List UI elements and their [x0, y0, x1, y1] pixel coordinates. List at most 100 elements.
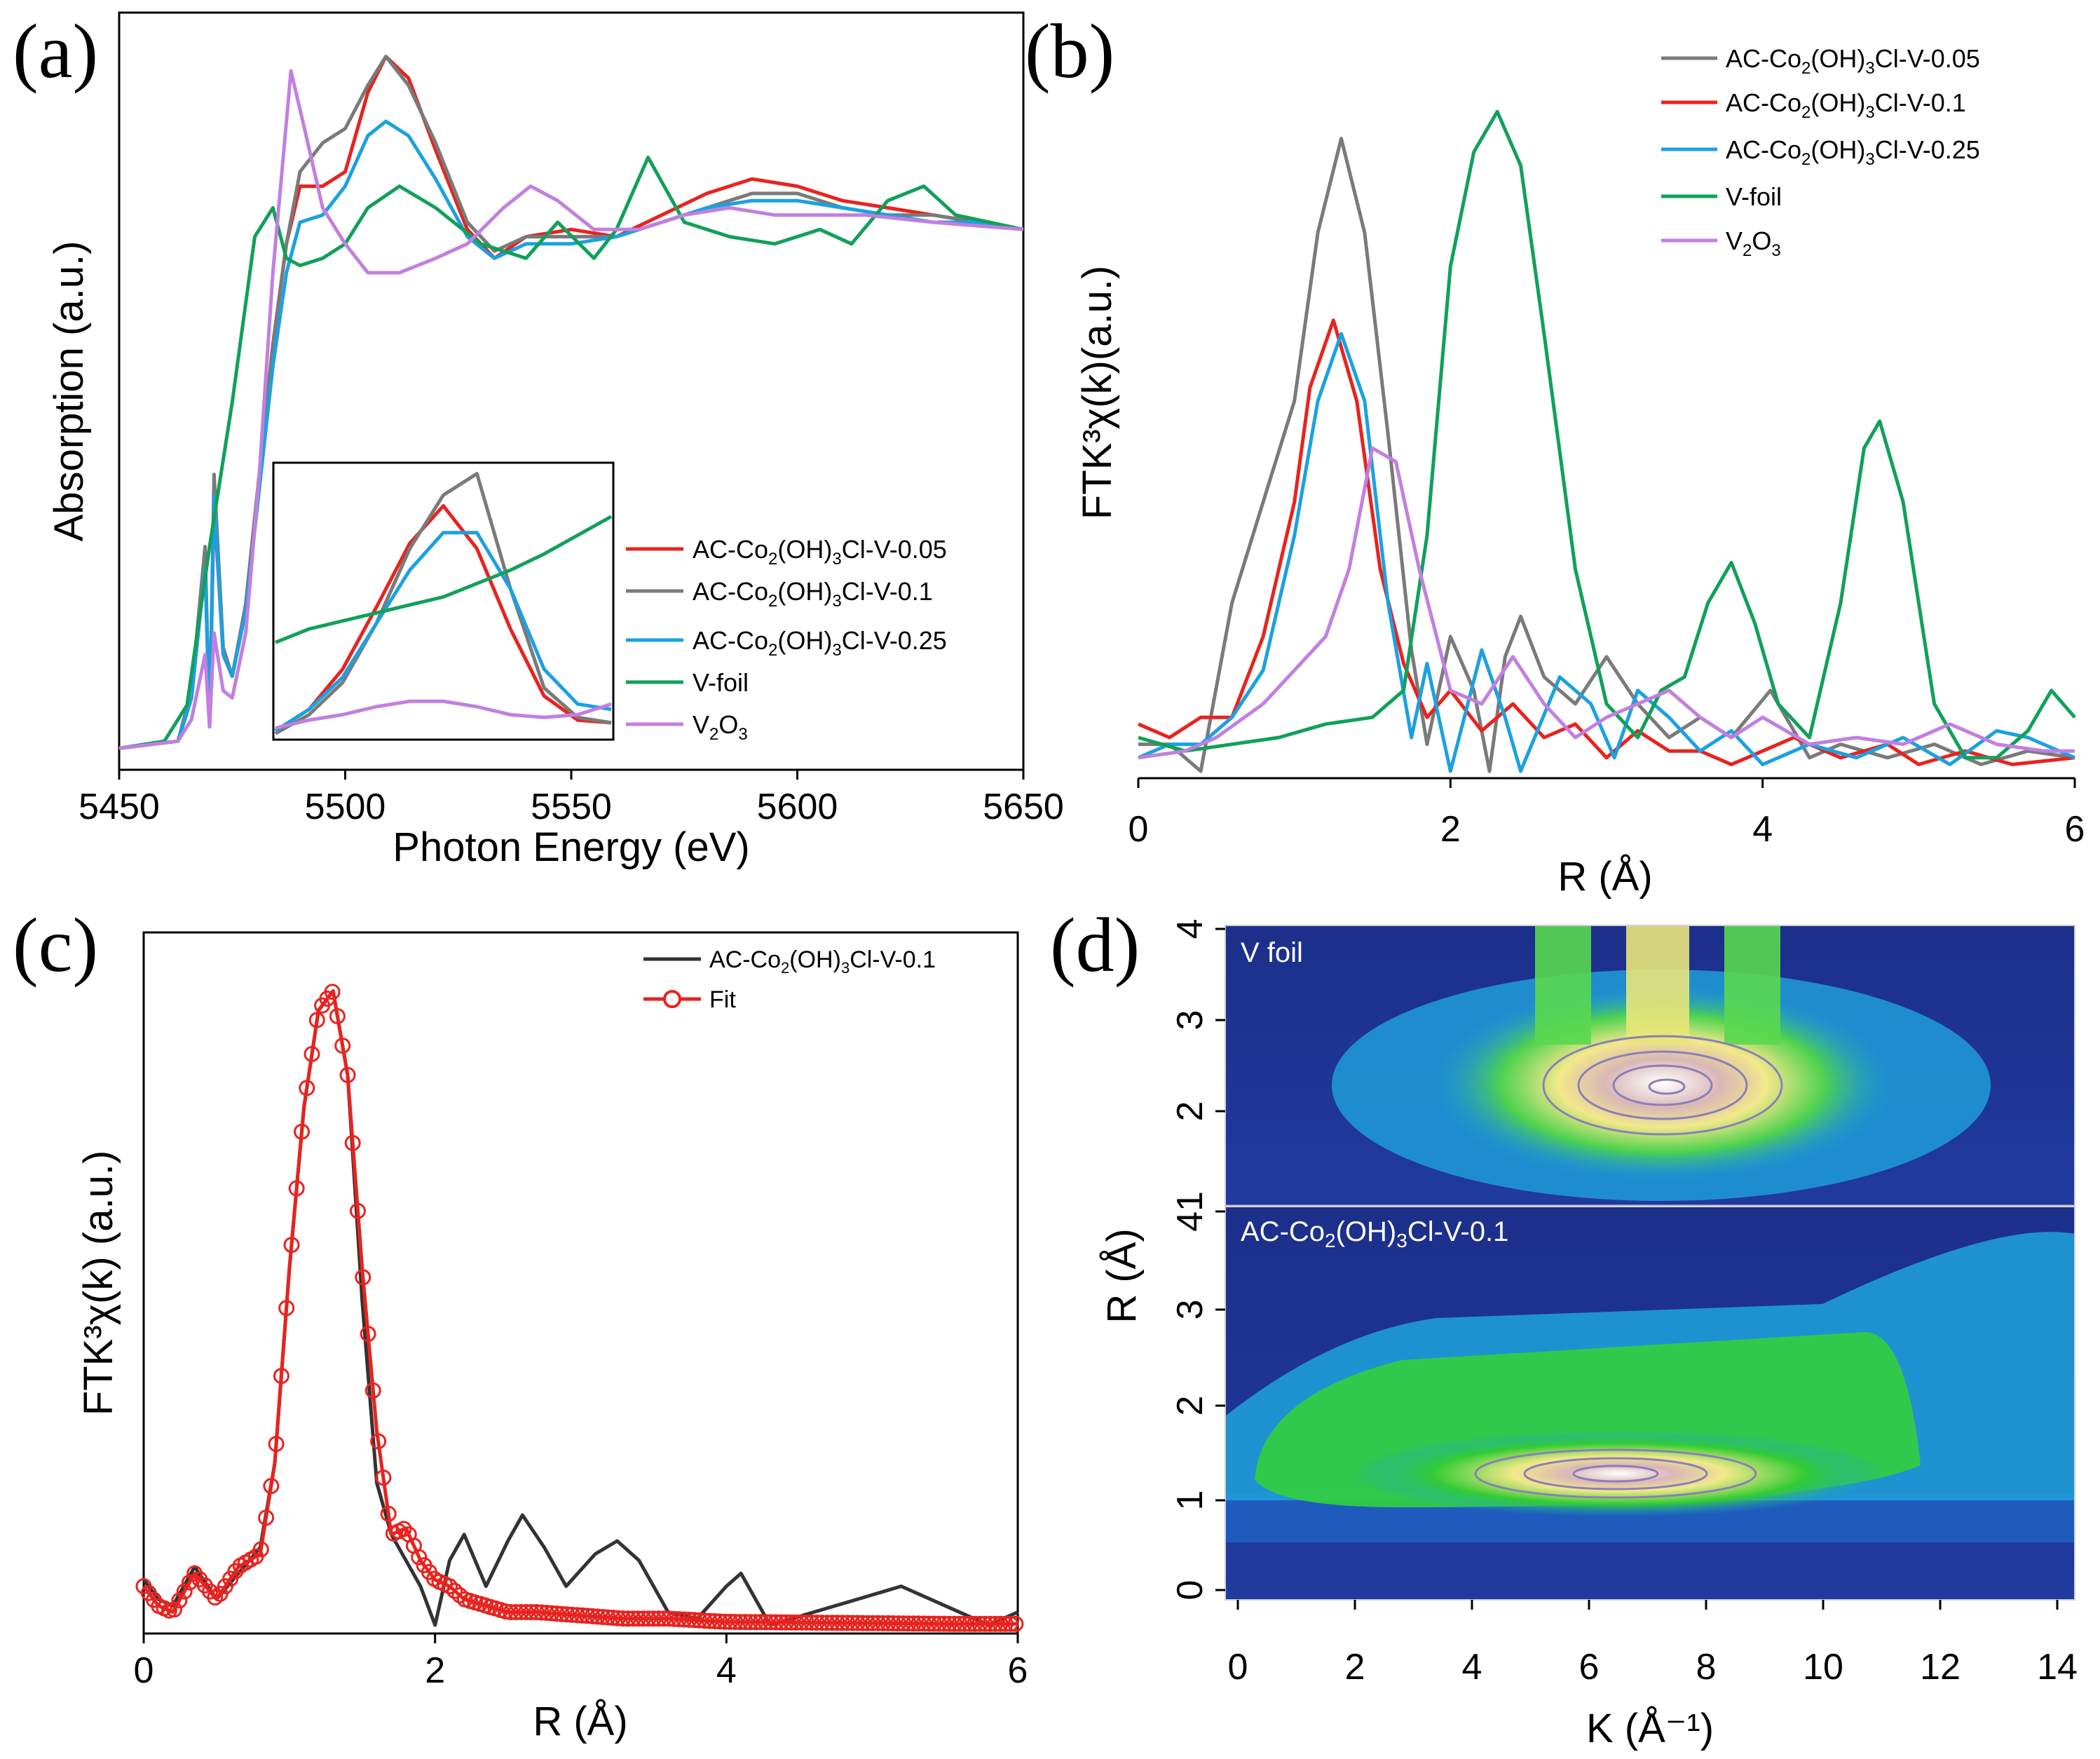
chart-c-legend: AC-Co2(OH)3Cl-V-0.1 Fit — [643, 946, 936, 1013]
wavelet-vfoil-branch-3 — [1724, 925, 1780, 1045]
chart-c-fit-marker — [252, 1541, 269, 1558]
wavelet-vfoil: V foil — [1225, 925, 2075, 1206]
chart-c-series-2 — [142, 989, 1018, 1626]
chart-b-ticks: 0 2 4 6 — [1129, 778, 2085, 850]
chart-c-fit-marker — [395, 1521, 412, 1537]
chart-c-fit-marker — [956, 1615, 973, 1632]
chart-c-fit-marker — [808, 1615, 825, 1631]
chart-c-fit-marker — [854, 1615, 871, 1631]
chart-d-xtick-label: 4 — [1462, 1647, 1482, 1687]
chart-c-xtick-label: 0 — [134, 1650, 154, 1691]
chart-c-fit-marker — [360, 1326, 376, 1343]
chart-c-fit-marker — [747, 1614, 764, 1631]
wavelet-sample-label: AC-Co2(OH)3Cl-V-0.1 — [1241, 1216, 1508, 1251]
chart-c-fit-marker — [824, 1615, 840, 1631]
chart-d-top-ytick-label: 3 — [1170, 1010, 1211, 1031]
chart-c-fit-marker — [498, 1603, 514, 1620]
chart-a-ylabel: Absorption (a.u.) — [46, 241, 92, 542]
legend-a-item-4: V-foil — [693, 668, 749, 697]
chart-c-fit-marker — [757, 1614, 774, 1631]
chart-d-xtick-label: 10 — [1803, 1647, 1843, 1687]
chart-c-fit-marker — [263, 1478, 280, 1495]
chart-c-fit-marker — [355, 1269, 371, 1286]
chart-c-fit-marker — [803, 1615, 820, 1631]
chart-c-fit-marker — [716, 1613, 733, 1630]
chart-c-fit-marker — [737, 1614, 754, 1631]
chart-c-fit-marker — [350, 1202, 366, 1219]
chart-c-fit-marker — [441, 1578, 458, 1595]
chart-c-fit-marker — [971, 1615, 988, 1632]
chart-d-xtick-label: 14 — [2037, 1647, 2078, 1687]
chart-b-xtick-label: 4 — [1752, 809, 1773, 850]
chart-c-fit-marker — [344, 1134, 361, 1151]
chart-c-fit-marker — [268, 1436, 285, 1453]
chart-d-bottom-ytick-label: 3 — [1170, 1300, 1211, 1320]
chart-c-fit-marker — [666, 1610, 682, 1627]
chart-c-fit-marker — [610, 1610, 626, 1626]
chart-b-xtick-label: 0 — [1129, 809, 1149, 850]
chart-c-fit-marker — [523, 1604, 540, 1620]
chart-c-fit-marker — [324, 984, 341, 1000]
chart-c-fit-marker — [895, 1615, 912, 1632]
wavelet-vfoil-label: V foil — [1241, 937, 1303, 968]
chart-b-legend: AC-Co2(OH)3Cl-V-0.05 AC-Co2(OH)3Cl-V-0.1… — [1661, 44, 1980, 260]
chart-b-series-3 — [1138, 332, 2075, 773]
chart-d-frame — [1225, 925, 2075, 1601]
chart-c-fit-marker — [864, 1615, 881, 1631]
chart-c-ticks: 0 2 4 6 — [134, 1634, 1028, 1691]
chart-d-xtick-label: 8 — [1696, 1647, 1717, 1687]
chart-c-fit-marker — [900, 1615, 917, 1632]
chart-c-fit-marker — [880, 1615, 896, 1631]
chart-b-series — [1138, 109, 2076, 773]
chart-c-fit-marker — [814, 1615, 830, 1631]
chart-c-fit-marker — [834, 1615, 851, 1631]
wavelet-vfoil-contour-1 — [1542, 1035, 1783, 1136]
wavelet-sample-contour-3 — [1572, 1465, 1659, 1483]
chart-c-fit-marker — [364, 1382, 381, 1399]
chart-c-fit-marker — [686, 1612, 703, 1629]
chart-c-fit-marker — [370, 1433, 387, 1450]
chart-a-inset-series-4 — [275, 515, 613, 644]
chart-c-fit-marker — [772, 1614, 789, 1631]
chart-a-xlabel: Photon Energy (eV) — [393, 824, 749, 870]
wavelet-sample: AC-Co2(OH)3Cl-V-0.1 — [1225, 1207, 2075, 1600]
chart-c-series-1 — [142, 989, 1019, 1627]
chart-b-xtick-label: 2 — [1440, 809, 1461, 850]
chart-c-fit-marker — [655, 1610, 672, 1627]
legend-c-item-2: Fit — [709, 986, 736, 1013]
chart-d-bottom-ytick-label: 41 — [1170, 1191, 1211, 1232]
chart-c-fit-marker — [707, 1613, 723, 1629]
chart-c-fit-marker — [829, 1615, 845, 1631]
wavelet-sample-contour-1 — [1474, 1448, 1757, 1499]
chart-c-fit-marker — [768, 1614, 784, 1631]
chart-c-xtick-label: 4 — [716, 1650, 737, 1691]
chart-c-fit-marker — [798, 1614, 815, 1631]
chart-c-fit-marker — [778, 1614, 794, 1631]
chart-c-fit-marker — [946, 1615, 963, 1632]
wavelet-vfoil-contour-2 — [1577, 1050, 1748, 1120]
chart-a-xtick-label: 5450 — [79, 787, 160, 827]
chart-c-fit-marker — [329, 1008, 346, 1024]
chart-c-fit-marker — [732, 1614, 749, 1631]
chart-c-fit-marker — [936, 1615, 953, 1632]
chart-c-fit-marker — [987, 1615, 1004, 1632]
chart-d-xlabel: K (Å⁻¹) — [1586, 1706, 1714, 1751]
chart-b-xtick-label: 6 — [2065, 809, 2085, 850]
chart-a-inset-series-2 — [274, 472, 612, 735]
chart-c-fit-marker — [696, 1612, 713, 1629]
chart-c-fit-marker — [671, 1611, 688, 1628]
chart-c-fit-marker — [890, 1615, 907, 1632]
chart-c-fit-marker — [339, 1066, 356, 1083]
chart-c-fit-marker — [676, 1611, 693, 1628]
chart-c-fit-marker — [711, 1613, 728, 1630]
legend-b-item-4: V-foil — [1726, 182, 1782, 211]
chart-c-fit-marker — [742, 1614, 759, 1631]
wavelet-sample-contour-2 — [1523, 1457, 1708, 1490]
chart-c-ylabel: FTK³χ(k) (a.u.) — [76, 1150, 121, 1415]
chart-d-xtick-label: 6 — [1579, 1647, 1600, 1687]
chart-a-inset-series-5 — [275, 699, 612, 730]
chart-c-fit-marker — [568, 1607, 585, 1624]
legend-b-item-5: V2O3 — [1726, 226, 1781, 260]
chart-c-fit-marker — [533, 1604, 550, 1621]
chart-d-xtick-label: 0 — [1228, 1647, 1248, 1687]
